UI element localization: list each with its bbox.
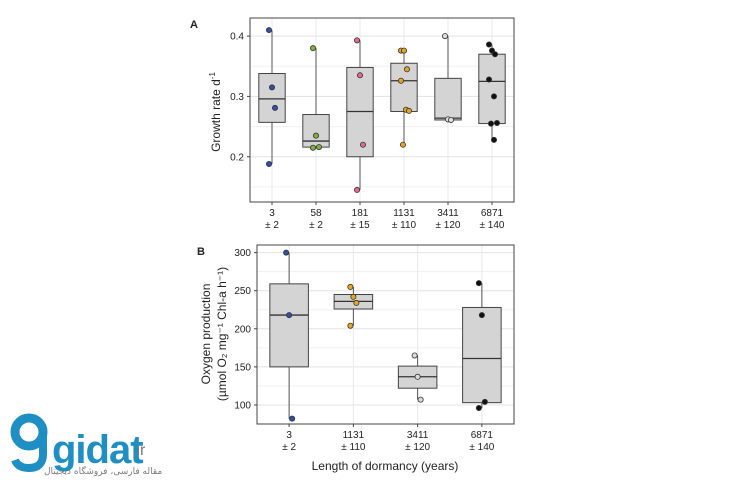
box-6871 (478, 53, 506, 125)
x-tick-label-range: ± 2 (282, 442, 296, 453)
y-tick-label: 0.2 (230, 152, 244, 163)
data-point (347, 322, 354, 329)
data-point (289, 415, 296, 422)
data-point (399, 141, 406, 148)
y-axis-label-line2: (µmol O₂ mg⁻¹ Chl-a h⁻¹) (215, 267, 229, 401)
data-point (286, 312, 293, 319)
x-tick-label-range: ± 110 (392, 220, 417, 231)
y-tick-label: 200 (234, 324, 251, 335)
y-tick-label: 0.4 (230, 32, 244, 43)
x-tick-label-range: ± 15 (350, 220, 370, 231)
y-tick-label: 150 (234, 362, 251, 373)
y-axis-label: Growth rate d-1 (208, 72, 223, 152)
box-3411 (434, 77, 462, 121)
data-point (359, 141, 366, 148)
x-tick-label-value: 1131 (343, 430, 365, 441)
x-tick-label-range: ± 140 (480, 220, 505, 231)
data-point (350, 293, 357, 300)
x-tick-label-value: 6871 (481, 208, 504, 219)
watermark-logo-suffix: .ir (132, 442, 146, 459)
x-axis-title: Length of dormancy (years) (312, 459, 459, 473)
x-tick-label-range: ± 120 (405, 442, 430, 453)
data-point (356, 72, 363, 79)
box-58 (302, 114, 330, 148)
data-point (485, 41, 492, 48)
data-point (309, 144, 316, 151)
x-tick-label-value: 6871 (471, 430, 494, 441)
plot-frame (249, 17, 515, 203)
plot-frame (256, 244, 515, 425)
data-point (475, 280, 482, 287)
x-tick-label-value: 3411 (437, 208, 459, 219)
x-tick-label-range: ± 110 (341, 442, 366, 453)
box-3 (258, 73, 286, 123)
plot-area (250, 18, 514, 202)
data-point (353, 37, 360, 44)
data-point (478, 312, 485, 319)
x-tick-label-value: 3 (269, 208, 275, 219)
data-point (265, 160, 272, 167)
x-tick-label-value: 58 (310, 208, 322, 219)
data-point (265, 27, 272, 34)
data-point (490, 93, 497, 100)
box-3 (269, 283, 309, 368)
watermark-logo-text: gidat (52, 428, 144, 472)
data-point (271, 104, 278, 111)
data-point (400, 47, 407, 54)
y-axis-label-line1: Oxygen production (199, 284, 213, 385)
panel-b: 3± 2 1131± 110 3411± 120 6871± 140 100 150 200… (197, 244, 515, 473)
data-point (491, 51, 498, 58)
data-point (485, 76, 492, 83)
data-point (347, 283, 354, 290)
x-tick-label-range: ± 120 (436, 220, 461, 231)
data-point (309, 45, 316, 52)
data-point (268, 84, 275, 91)
y-tick-label: 100 (234, 400, 251, 411)
data-point (312, 132, 319, 139)
data-point (447, 116, 454, 123)
data-point (414, 373, 421, 380)
panel-label: A (190, 19, 198, 31)
x-tick-label-value: 181 (352, 208, 369, 219)
data-point (405, 107, 412, 114)
data-point (441, 33, 448, 40)
data-point (417, 396, 424, 403)
x-tick-label-value: 3411 (407, 430, 429, 441)
data-point (403, 66, 410, 73)
data-point (315, 144, 322, 151)
x-tick-label-range: ± 2 (265, 220, 279, 231)
watermark-tagline: مقاله فارسی، فروشگاه دیجیتال (44, 467, 163, 477)
data-point (487, 120, 494, 127)
x-tick-label-value: 1131 (393, 208, 415, 219)
y-tick-label: 300 (234, 248, 251, 259)
data-point (283, 249, 290, 256)
x-tick-label-range: ± 2 (309, 220, 323, 231)
data-point (490, 136, 497, 143)
box-6871 (462, 306, 502, 404)
x-tick-label-value: 3 (286, 430, 292, 441)
data-point (353, 299, 360, 306)
panel-label: B (197, 246, 205, 258)
y-tick-label: 0.3 (230, 92, 244, 103)
data-point (481, 398, 488, 405)
data-point (493, 119, 500, 126)
box-1131 (390, 62, 418, 113)
data-point (397, 77, 404, 84)
data-point (411, 352, 418, 359)
y-tick-label: 250 (234, 286, 251, 297)
data-point (475, 405, 482, 412)
x-tick-label-range: ± 140 (469, 442, 494, 453)
watermark-logo-icon (8, 410, 50, 473)
data-point (353, 186, 360, 193)
